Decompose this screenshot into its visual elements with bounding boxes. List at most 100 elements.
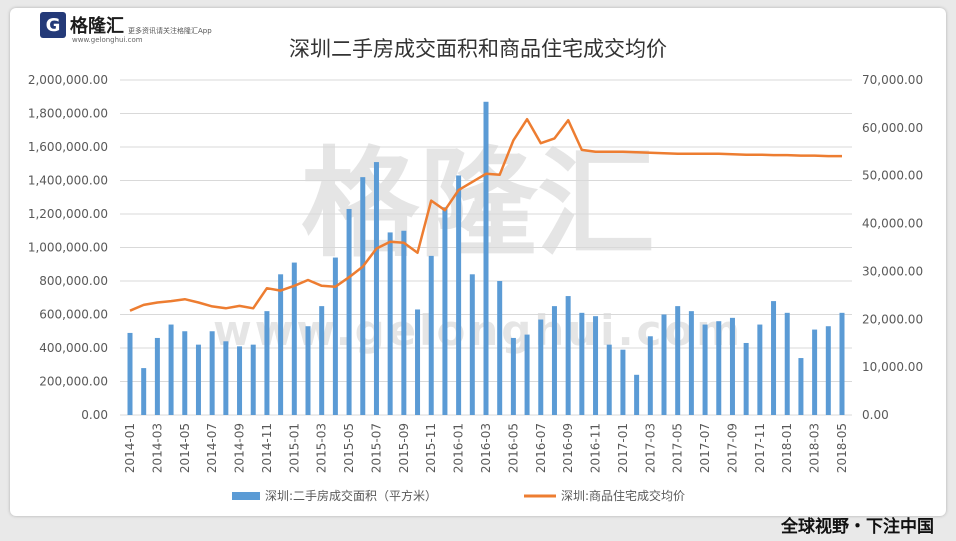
x-axis-tick-label: 2018-03 [808, 423, 822, 473]
left-axis-tick-label: 1,000,000.00 [28, 241, 108, 255]
x-axis-tick-label: 2017-01 [616, 423, 630, 473]
x-axis-tick-label: 2017-03 [643, 423, 657, 473]
legend-bar-swatch [232, 492, 260, 500]
chart-panel: G 格隆汇 www.gelonghui.com 更多资讯请关注格隆汇App [10, 8, 946, 516]
bar [195, 344, 201, 415]
bar [716, 321, 722, 415]
bar [661, 314, 667, 415]
bar [442, 207, 448, 415]
bar [428, 255, 434, 415]
bar [757, 324, 763, 415]
bar [812, 329, 818, 415]
line-series [129, 117, 842, 312]
bar [551, 306, 557, 415]
x-axis-tick-label: 2018-01 [780, 423, 794, 473]
left-axis-tick-label: 200,000.00 [39, 375, 108, 389]
x-axis-tick-label: 2016-03 [479, 423, 493, 473]
bar [565, 296, 571, 415]
bar [127, 332, 133, 415]
bar-series [127, 101, 845, 416]
bar [606, 344, 612, 415]
bar [141, 368, 147, 415]
left-axis-tick-label: 1,200,000.00 [28, 207, 108, 221]
x-axis-tick-label: 2017-07 [698, 423, 712, 473]
bar [839, 312, 845, 415]
bar [278, 274, 284, 415]
left-axis-tick-label: 1,800,000.00 [28, 107, 108, 121]
bar [360, 177, 366, 415]
bar [798, 358, 804, 415]
bar [469, 274, 475, 415]
bar [237, 346, 243, 415]
left-axis-tick-label: 2,000,000.00 [28, 73, 108, 87]
bar [319, 306, 325, 415]
bar [456, 175, 462, 415]
left-axis-tick-label: 1,600,000.00 [28, 140, 108, 154]
bar [743, 342, 749, 415]
bar [401, 230, 407, 415]
bar [209, 331, 215, 415]
x-axis-tick-label: 2014-11 [260, 423, 274, 473]
bar [620, 349, 626, 415]
right-axis-tick-label: 10,000.00 [862, 360, 923, 374]
bar [675, 306, 681, 415]
x-axis-tick-label: 2016-11 [589, 423, 603, 473]
x-axis-tick-label: 2017-11 [753, 423, 767, 473]
x-axis-tick-label: 2014-07 [205, 423, 219, 473]
right-axis-tick-label: 0.00 [862, 408, 889, 422]
left-axis-tick-label: 400,000.00 [39, 341, 108, 355]
logo-g-icon: G [40, 12, 66, 38]
left-axis-tick-label: 1,400,000.00 [28, 174, 108, 188]
bar [182, 331, 188, 415]
bar [264, 311, 270, 415]
x-axis-tick-label: 2016-01 [452, 423, 466, 473]
bar [825, 326, 831, 415]
x-axis-tick-label: 2017-05 [671, 423, 685, 473]
legend-line-label: 深圳:商品住宅成交均价 [561, 488, 685, 503]
x-axis-tick-label: 2015-11 [424, 423, 438, 473]
right-axis-ticks: 0.00 10,000.00 20,000.00 30,000.00 40,000.00… [862, 73, 923, 422]
bar [223, 341, 229, 415]
brand-logo: G 格隆汇 www.gelonghui.com 更多资讯请关注格隆汇App [40, 12, 212, 44]
right-axis-tick-label: 30,000.00 [862, 264, 923, 278]
x-axis-tick-label: 2015-05 [342, 423, 356, 473]
left-axis-tick-label: 800,000.00 [39, 274, 108, 288]
x-axis-tick-label: 2014-03 [150, 423, 164, 473]
bar [771, 301, 777, 415]
x-axis-tick-label: 2016-05 [506, 423, 520, 473]
x-axis-tick-label: 2014-09 [233, 423, 247, 473]
bar [729, 317, 735, 415]
bar [250, 344, 256, 415]
bar [305, 326, 311, 415]
footer-slogan: 全球视野・下注中国 [781, 517, 934, 537]
bar [387, 232, 393, 415]
watermark-logo-text: 格隆汇 [301, 135, 655, 273]
right-axis-tick-label: 20,000.00 [862, 312, 923, 326]
left-axis-ticks: 0.00 200,000.00 400,000.00 600,000.00 800,00… [28, 73, 108, 422]
bar [647, 336, 653, 415]
price-line [129, 117, 842, 312]
logo-name: 格隆汇 [70, 16, 124, 37]
left-axis-tick-label: 0.00 [81, 408, 108, 422]
x-axis-ticks: 2014-01 2014-03 2014-05 2014-07 2014-09 2014-… [123, 423, 849, 473]
bar [593, 316, 599, 415]
bar [579, 312, 585, 415]
x-axis-tick-label: 2016-07 [534, 423, 548, 473]
chart-title: 深圳二手房成交面积和商品住宅成交均价 [289, 37, 667, 61]
logo-url: www.gelonghui.com [72, 36, 143, 44]
x-axis-tick-label: 2016-09 [561, 423, 575, 473]
x-axis-tick-label: 2015-07 [369, 423, 383, 473]
x-axis-tick-label: 2017-09 [725, 423, 739, 473]
legend: 深圳:二手房成交面积（平方米） 深圳:商品住宅成交均价 [232, 488, 685, 503]
legend-bar-label: 深圳:二手房成交面积（平方米） [265, 488, 437, 503]
left-axis-tick-label: 600,000.00 [39, 308, 108, 322]
bar [154, 337, 160, 415]
bar [497, 281, 503, 415]
x-axis-tick-label: 2015-09 [397, 423, 411, 473]
x-axis-tick-label: 2015-01 [287, 423, 301, 473]
bar [538, 319, 544, 415]
x-axis-tick-label: 2015-03 [315, 423, 329, 473]
x-axis-tick-label: 2014-01 [123, 423, 137, 473]
right-axis-tick-label: 50,000.00 [862, 169, 923, 183]
